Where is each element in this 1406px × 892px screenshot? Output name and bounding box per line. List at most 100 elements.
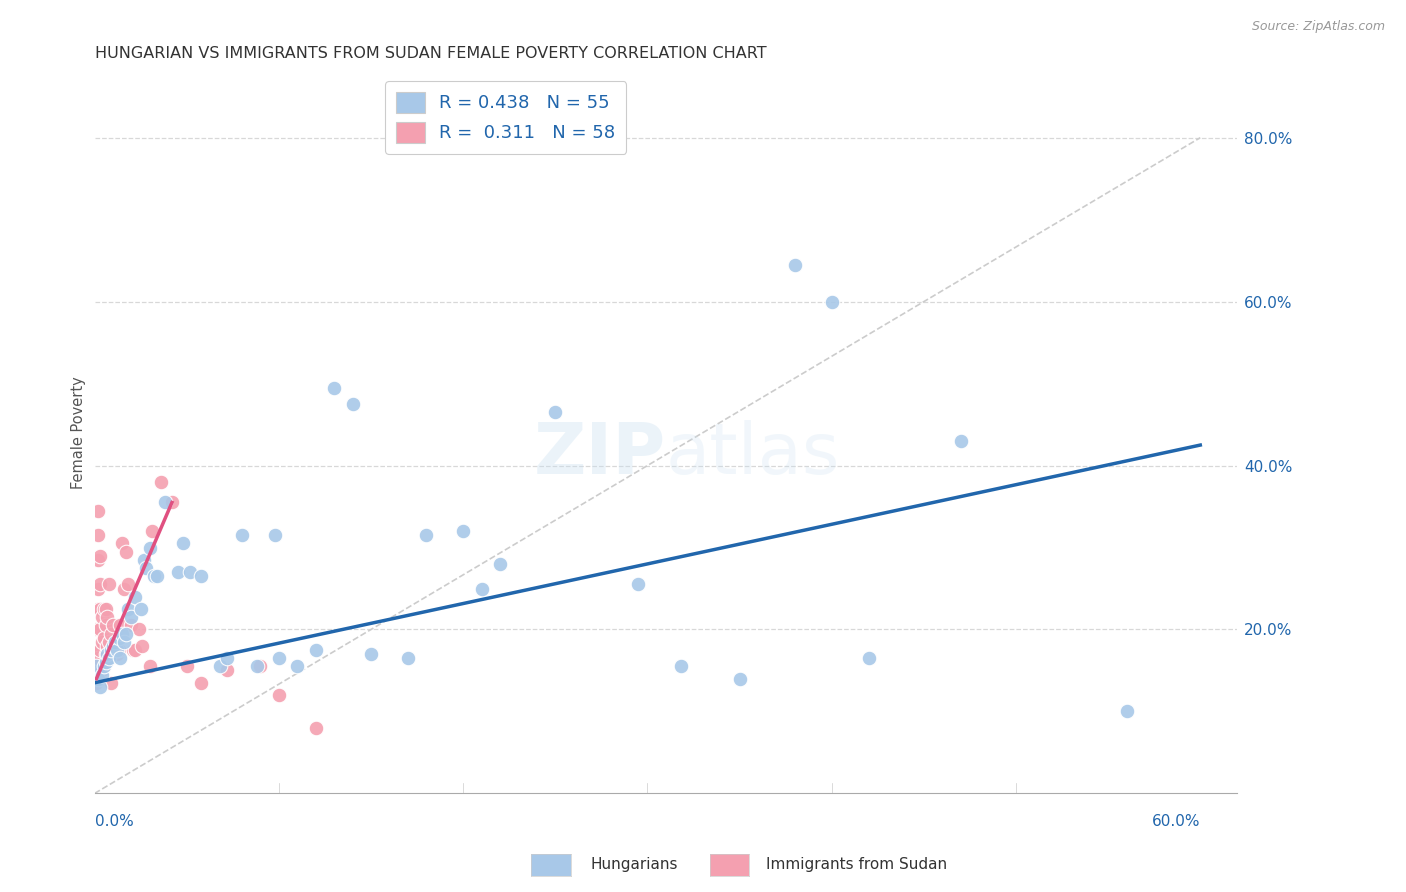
Point bbox=[129, 602, 152, 616]
Point bbox=[89, 643, 111, 657]
Point bbox=[87, 582, 110, 596]
Point bbox=[120, 618, 142, 632]
Point bbox=[249, 659, 271, 673]
Point bbox=[104, 634, 127, 648]
Point bbox=[396, 651, 419, 665]
Point bbox=[87, 528, 110, 542]
Point bbox=[120, 610, 142, 624]
Point bbox=[305, 643, 328, 657]
Point bbox=[107, 631, 129, 645]
Point bbox=[342, 397, 364, 411]
Point bbox=[87, 503, 110, 517]
Point bbox=[96, 610, 118, 624]
Point bbox=[122, 643, 145, 657]
Point bbox=[160, 495, 183, 509]
Point bbox=[93, 602, 115, 616]
Y-axis label: Female Poverty: Female Poverty bbox=[72, 376, 86, 489]
Point bbox=[267, 688, 290, 702]
Point bbox=[179, 565, 201, 579]
Point bbox=[89, 623, 111, 637]
Point bbox=[93, 659, 115, 673]
Point bbox=[89, 602, 111, 616]
Point bbox=[107, 643, 129, 657]
Point bbox=[451, 524, 474, 538]
Text: 60.0%: 60.0% bbox=[1152, 814, 1201, 829]
Point bbox=[87, 651, 110, 665]
Point bbox=[101, 639, 124, 653]
Text: 0.0%: 0.0% bbox=[94, 814, 134, 829]
Point bbox=[93, 659, 115, 673]
Point bbox=[110, 618, 132, 632]
Point bbox=[131, 639, 153, 653]
Point bbox=[86, 675, 108, 690]
Point bbox=[89, 680, 111, 694]
Point bbox=[112, 634, 135, 648]
Point bbox=[100, 643, 122, 657]
Point bbox=[94, 647, 117, 661]
Point bbox=[134, 553, 156, 567]
Point bbox=[86, 659, 108, 673]
Point bbox=[783, 258, 806, 272]
Point bbox=[105, 647, 128, 661]
Point bbox=[89, 577, 111, 591]
Point bbox=[949, 434, 972, 448]
Point bbox=[124, 590, 146, 604]
Point bbox=[264, 528, 287, 542]
Point bbox=[142, 569, 165, 583]
Point bbox=[141, 524, 163, 538]
Point bbox=[91, 634, 114, 648]
Point bbox=[86, 623, 108, 637]
Point bbox=[471, 582, 494, 596]
Point bbox=[94, 655, 117, 669]
Point bbox=[415, 528, 437, 542]
Point bbox=[87, 623, 110, 637]
Point bbox=[139, 659, 162, 673]
Point bbox=[146, 569, 169, 583]
Point bbox=[176, 659, 198, 673]
Text: HUNGARIAN VS IMMIGRANTS FROM SUDAN FEMALE POVERTY CORRELATION CHART: HUNGARIAN VS IMMIGRANTS FROM SUDAN FEMAL… bbox=[94, 46, 766, 62]
Point bbox=[91, 664, 114, 678]
Point bbox=[115, 544, 138, 558]
Point bbox=[217, 664, 239, 678]
Point bbox=[87, 672, 110, 686]
Point bbox=[858, 651, 880, 665]
Point bbox=[669, 659, 692, 673]
Point bbox=[115, 626, 138, 640]
Point bbox=[111, 626, 134, 640]
Point bbox=[208, 659, 231, 673]
Point bbox=[101, 643, 124, 657]
Point bbox=[124, 643, 146, 657]
Point bbox=[89, 672, 111, 686]
Point bbox=[96, 639, 118, 653]
Legend: R = 0.438   N = 55, R =  0.311   N = 58: R = 0.438 N = 55, R = 0.311 N = 58 bbox=[385, 81, 627, 153]
Point bbox=[627, 577, 650, 591]
Point bbox=[267, 651, 290, 665]
Point bbox=[190, 569, 212, 583]
Point bbox=[94, 602, 117, 616]
Point bbox=[217, 651, 239, 665]
Point bbox=[166, 565, 188, 579]
Point bbox=[100, 675, 122, 690]
Point bbox=[104, 643, 127, 657]
Text: Source: ZipAtlas.com: Source: ZipAtlas.com bbox=[1251, 20, 1385, 33]
Point bbox=[246, 659, 269, 673]
Point bbox=[139, 541, 162, 555]
Point bbox=[117, 602, 139, 616]
Text: Hungarians: Hungarians bbox=[591, 857, 678, 872]
Point bbox=[728, 672, 751, 686]
Text: ZIP: ZIP bbox=[534, 420, 666, 489]
Point bbox=[110, 651, 132, 665]
Point bbox=[190, 675, 212, 690]
Point bbox=[86, 659, 108, 673]
Point bbox=[544, 405, 567, 419]
Point bbox=[117, 577, 139, 591]
Point bbox=[285, 659, 308, 673]
Point bbox=[101, 618, 124, 632]
Point bbox=[1115, 705, 1137, 719]
Point bbox=[98, 651, 121, 665]
Point bbox=[93, 631, 115, 645]
Point bbox=[98, 634, 121, 648]
Point bbox=[172, 536, 194, 550]
Point bbox=[105, 643, 128, 657]
Point bbox=[91, 610, 114, 624]
